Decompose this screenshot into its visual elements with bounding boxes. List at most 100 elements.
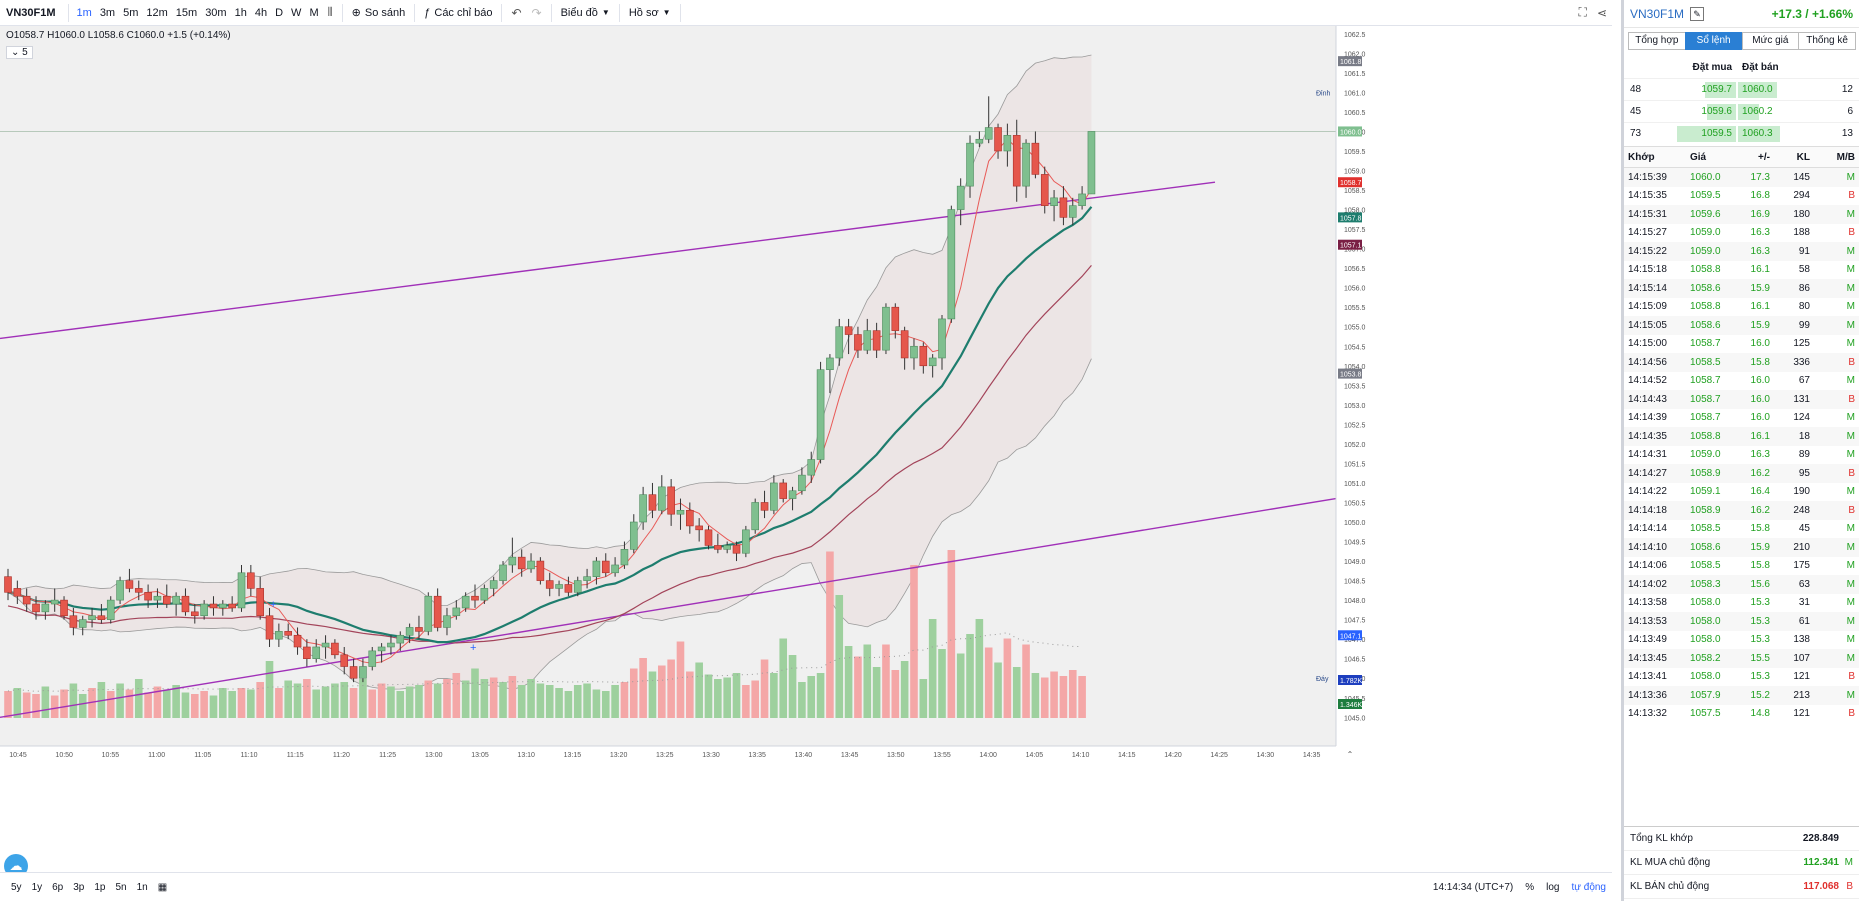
trend-line-upper [0, 181, 1216, 340]
summary-label: KL BÁN chủ động [1630, 881, 1710, 892]
calendar-icon[interactable]: ▦ [157, 881, 168, 893]
trade-change: 15.6 [1750, 578, 1770, 590]
y-tick-label: 1049.5 [1344, 540, 1366, 547]
trade-time: 14:14:06 [1628, 560, 1667, 572]
range-6p[interactable]: 6p [52, 881, 64, 893]
candle-body [125, 580, 134, 589]
tab-0[interactable]: Tổng hợp [1628, 32, 1686, 50]
trade-volume: 190 [1793, 486, 1810, 498]
log-toggle[interactable]: log [1546, 881, 1560, 893]
trade-time: 14:13:58 [1628, 597, 1667, 609]
profile-dropdown[interactable]: Hồ sơ ▼ [624, 0, 676, 26]
interval-1h[interactable]: 1h [234, 6, 247, 19]
ask-price[interactable]: 1060.2 [1738, 103, 1808, 120]
range-1n[interactable]: 1n [136, 881, 148, 893]
trade-change: 16.1 [1750, 264, 1770, 276]
trade-row: 14:13:58 1058.0 15.3 31 M [1624, 594, 1859, 613]
ask-price[interactable]: 1060.3 [1738, 125, 1808, 142]
interval-M[interactable]: M [309, 6, 319, 19]
tab-1[interactable]: Sổ lệnh [1684, 32, 1743, 50]
volume-bar [405, 686, 414, 718]
interval-W[interactable]: W [291, 6, 302, 19]
undo-icon[interactable]: ↶ [511, 5, 522, 20]
candle-body [1078, 193, 1086, 206]
tab-3[interactable]: Thống kê [1798, 32, 1856, 50]
trade-change: 16.9 [1750, 208, 1770, 220]
candle-body [527, 560, 535, 570]
scroll-up-icon[interactable]: ⌃ [1347, 750, 1354, 759]
trade-time: 14:15:31 [1628, 208, 1667, 220]
bid-price[interactable]: 1059.7 [1666, 81, 1736, 98]
compare-button[interactable]: ⊕ So sánh [347, 0, 411, 26]
trade-row: 14:14:14 1058.5 15.8 45 M [1624, 520, 1859, 539]
candle-body [947, 209, 956, 320]
interval-15m[interactable]: 15m [175, 6, 198, 19]
trade-price: 1058.8 [1690, 301, 1721, 313]
symbol-selector[interactable]: VN30F1M [6, 6, 56, 19]
interval-D[interactable]: D [275, 6, 284, 19]
range-1y[interactable]: 1y [31, 881, 43, 893]
share-icon[interactable]: ⋖ [1596, 5, 1607, 20]
trade-volume: 210 [1793, 541, 1810, 553]
redo-icon[interactable]: ↷ [531, 5, 542, 20]
volume-bar [461, 680, 470, 718]
interval-30m[interactable]: 30m [205, 6, 227, 19]
trade-price: 1059.5 [1690, 190, 1721, 202]
x-tick-label: 13:20 [610, 752, 628, 759]
trades-time-header: Khớp [1628, 151, 1655, 163]
range-5y[interactable]: 5y [11, 881, 22, 893]
candle-body [312, 646, 321, 660]
compare-label: So sánh [364, 6, 406, 19]
volume-bar [648, 671, 657, 718]
candle-body [396, 634, 405, 644]
tab-2[interactable]: Mức giá [1741, 32, 1800, 50]
trade-volume: 91 [1798, 245, 1810, 257]
plus-circle-icon: ⊕ [351, 7, 361, 19]
bid-price[interactable]: 1059.5 [1666, 125, 1736, 142]
indicators-button[interactable]: ƒ Các chỉ báo [419, 0, 497, 26]
price-marker-box [1338, 177, 1362, 188]
range-3p[interactable]: 3p [73, 881, 85, 893]
trade-side: M [1846, 319, 1855, 331]
chart-canvas[interactable]: 1062.5 1062.0 1061.5 1061.0 1060.5 1060.0 1059… [0, 26, 1612, 872]
trade-change: 16.0 [1750, 393, 1770, 405]
trade-change: 15.2 [1750, 689, 1770, 701]
trade-volume: 31 [1798, 597, 1810, 609]
range-5n[interactable]: 5n [115, 881, 127, 893]
x-tick-label: 14:25 [1210, 752, 1228, 759]
trade-change: 16.0 [1750, 412, 1770, 424]
interval-3m[interactable]: 3m [99, 6, 116, 19]
ask-price[interactable]: 1060.0 [1738, 81, 1808, 98]
interval-12m[interactable]: 12m [146, 6, 168, 19]
edit-icon[interactable]: ✎ [1690, 6, 1705, 21]
volume-bar [732, 673, 741, 718]
auto-toggle[interactable]: tự động [1571, 881, 1607, 893]
interval-4h[interactable]: 4h [254, 6, 268, 19]
volume-bar [751, 680, 759, 718]
trade-time: 14:15:09 [1628, 301, 1667, 313]
trade-change: 15.9 [1750, 282, 1770, 294]
candle-body [1031, 142, 1040, 175]
trade-change: 15.9 [1750, 541, 1770, 553]
indicator-toggle[interactable]: ⌄ 5 [6, 46, 33, 59]
trade-side: B [1848, 190, 1855, 202]
volume-bar [695, 662, 703, 718]
trade-volume: 45 [1798, 523, 1810, 535]
y-tick-label: 1056.0 [1344, 286, 1366, 293]
range-1p[interactable]: 1p [94, 881, 106, 893]
bid-price[interactable]: 1059.6 [1666, 103, 1736, 120]
volume-bar [984, 647, 993, 718]
fullscreen-icon[interactable]: ⛶ [1578, 5, 1587, 19]
depth-bid-header: Đặt mua [1692, 61, 1732, 73]
percent-toggle[interactable]: % [1525, 881, 1535, 893]
candle-style-icon[interactable]: ⫴ [327, 5, 333, 19]
depth-rows: 48 1059.7 1060.0 12 45 1059.6 1060.2 6 73 1059.5 1… [1624, 78, 1859, 144]
chart-type-dropdown[interactable]: Biểu đồ ▼ [556, 0, 615, 26]
candle-body [424, 595, 433, 632]
interval-1m[interactable]: 1m [76, 6, 92, 19]
candle-body [1068, 205, 1077, 218]
y-tick-label: 1056.5 [1344, 266, 1366, 273]
chart-area[interactable]: 1062.5 1062.0 1061.5 1061.0 1060.5 1060.0 1059… [0, 26, 1612, 878]
interval-5m[interactable]: 5m [123, 6, 139, 19]
trades-list[interactable]: 14:15:39 1060.0 17.3 145 M 14:15:35 1059.5 16.8… [1624, 168, 1859, 723]
